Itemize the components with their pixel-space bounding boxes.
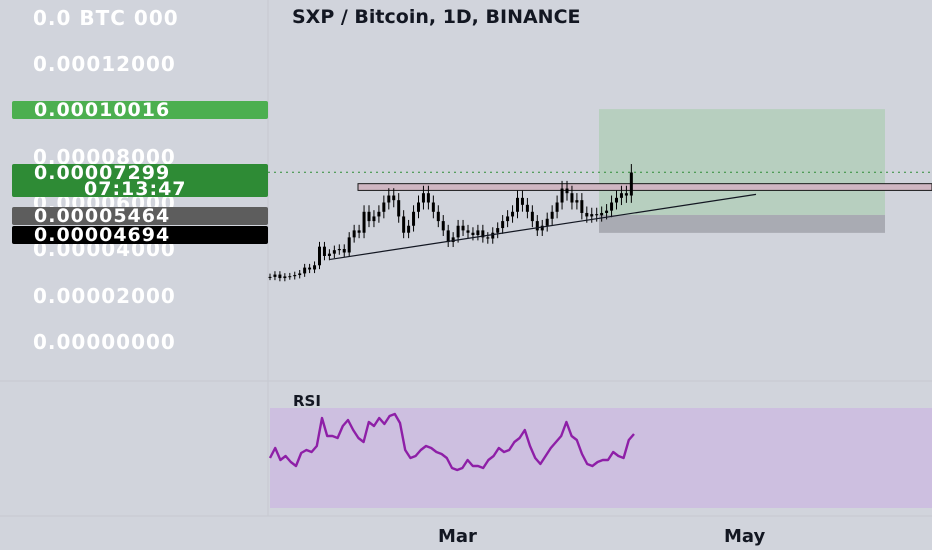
price-tick-label: 0.00012000 — [33, 52, 176, 76]
candle-body — [293, 275, 297, 277]
candle-body — [392, 195, 396, 201]
candle-body — [273, 274, 277, 277]
candle-body — [506, 216, 510, 222]
candle-body — [575, 200, 579, 203]
time-tick-label: Mar — [438, 526, 477, 547]
entry-price-badge: 0.00005464 — [12, 207, 268, 226]
candle-body — [491, 232, 495, 239]
chart-title: SXP / Bitcoin, 1D, BINANCE — [292, 6, 581, 28]
candle-body — [446, 230, 450, 243]
candle-body — [565, 188, 569, 194]
candle-body — [476, 230, 480, 236]
target-price-badge: 0.00010016 — [12, 101, 268, 120]
candle-body — [283, 276, 287, 279]
candle-body — [580, 200, 584, 213]
stop-price-badge: 0.00004694 — [12, 226, 268, 245]
candle-body — [501, 221, 505, 229]
time-tick-label: May — [724, 526, 766, 547]
candle-body — [615, 197, 618, 203]
candle-body — [585, 212, 589, 217]
candle-body — [629, 172, 633, 196]
candle-body — [610, 202, 614, 211]
candle-body — [540, 225, 544, 231]
candle-body — [481, 230, 485, 238]
candle-body — [520, 197, 524, 205]
candle-body — [407, 225, 411, 233]
candle-body — [555, 202, 559, 212]
candle-body — [431, 202, 435, 212]
ascending-trendline — [329, 193, 757, 261]
candle-body — [352, 230, 356, 238]
candle-body — [402, 216, 406, 233]
candle-body — [426, 193, 430, 203]
candle-body — [436, 211, 440, 222]
rsi-line — [268, 412, 635, 472]
candle-body — [570, 193, 574, 203]
candle-body — [595, 214, 599, 216]
candle-body — [486, 237, 490, 239]
price-tick-label: 0.00002000 — [33, 284, 176, 308]
candle-body — [466, 230, 470, 233]
candle-body — [417, 202, 420, 212]
candle-body — [377, 211, 381, 217]
candle-body — [525, 204, 529, 212]
candle-body — [367, 211, 371, 222]
candle-body — [342, 249, 346, 253]
candle-body — [619, 193, 623, 198]
candle-body — [362, 211, 366, 233]
candle-body — [313, 265, 317, 270]
candle-body — [530, 211, 534, 222]
candle-body — [298, 273, 302, 276]
candle-body — [535, 221, 539, 231]
price-tick-label: 0.00000000 — [33, 330, 176, 354]
candle-body — [451, 237, 455, 243]
last-price-badge: 0.00007299 07:13:47 — [12, 162, 268, 200]
candle-body — [332, 250, 336, 254]
target-zone — [599, 109, 885, 215]
candle-body — [347, 237, 351, 253]
currency-axis-header: 0.0 BTC 000 — [33, 6, 179, 30]
price-tick-label: 0.00008000 — [33, 145, 176, 169]
last-price-value: 0.00007299 — [34, 162, 171, 184]
stop-zone — [599, 214, 885, 233]
candle-body — [337, 249, 341, 251]
candle-body — [545, 218, 549, 226]
candle-body — [600, 212, 604, 216]
candle-body — [372, 216, 376, 222]
candle-body — [288, 276, 292, 278]
candle-body — [496, 228, 500, 233]
candle-body — [421, 193, 425, 203]
candle-body — [560, 188, 564, 203]
rsi-band — [270, 408, 932, 508]
candle-body — [268, 276, 272, 278]
candle-body — [550, 211, 554, 219]
candle-body — [357, 230, 361, 233]
candle-body — [322, 246, 326, 256]
candle-body — [456, 225, 460, 238]
candle-body — [441, 221, 445, 231]
candle-body — [412, 211, 416, 226]
candle-body — [471, 232, 475, 236]
candle-body — [278, 274, 282, 279]
candle-body — [318, 246, 321, 266]
resistance-band — [357, 183, 932, 191]
candle-body — [382, 202, 386, 212]
candle-body — [387, 195, 391, 203]
candle-body — [308, 267, 312, 270]
candle-body — [327, 253, 331, 256]
candle-body — [590, 214, 594, 217]
rsi-label: RSI — [293, 392, 321, 410]
candle-body — [511, 211, 515, 217]
candle-body — [605, 210, 609, 213]
candle-body — [461, 225, 465, 231]
bar-countdown: 07:13:47 — [84, 178, 187, 200]
candle-body — [624, 193, 628, 196]
candle-body — [397, 200, 401, 217]
candle-body — [516, 197, 519, 212]
candle-body — [303, 267, 307, 274]
